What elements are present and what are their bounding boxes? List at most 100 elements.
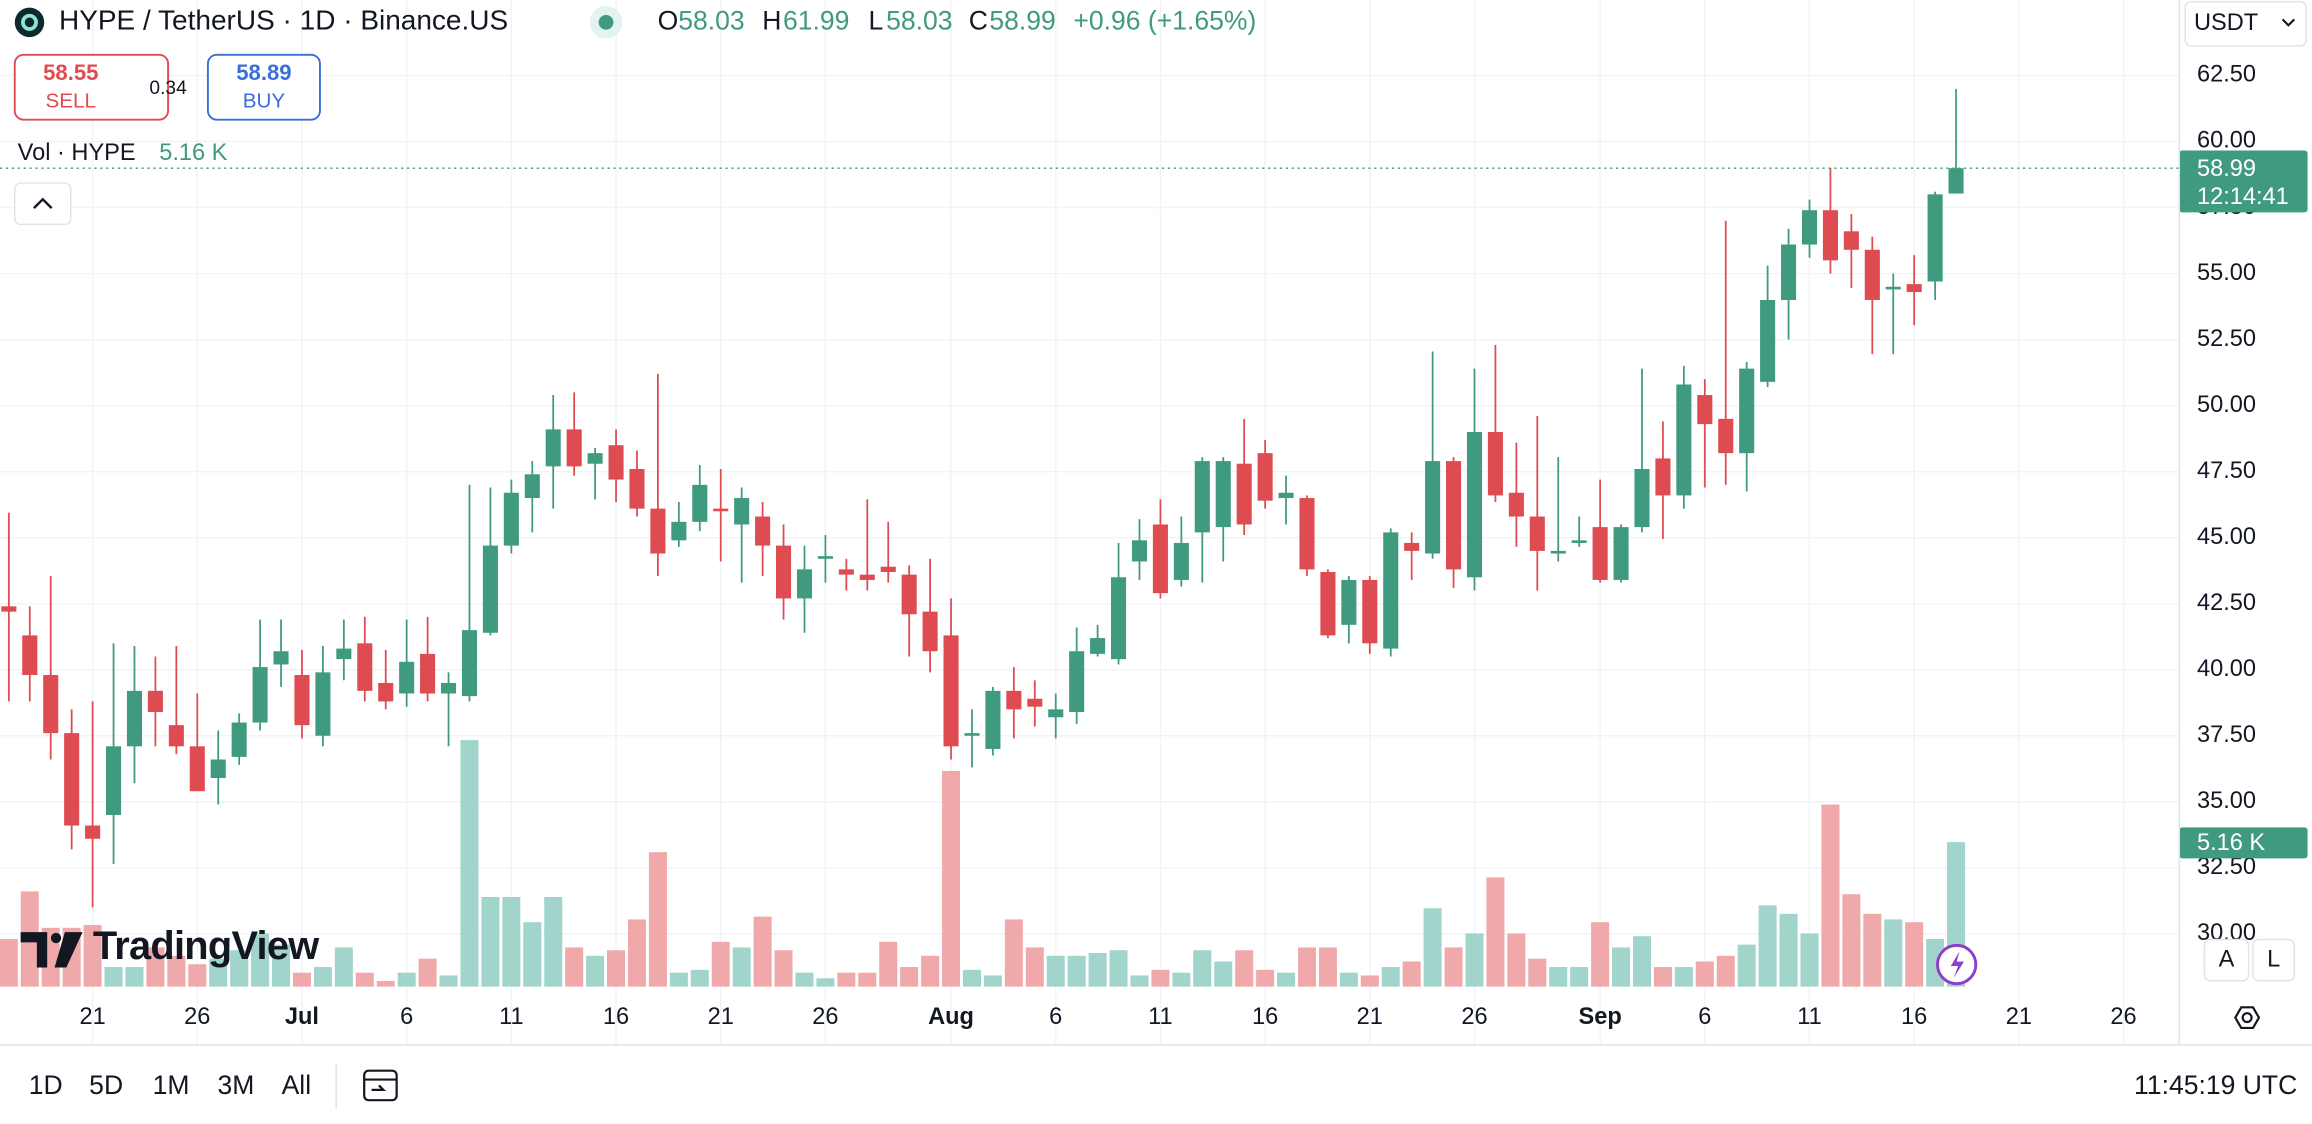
candle-body <box>1487 432 1503 496</box>
ohlc-key: H <box>762 5 781 35</box>
buy-button[interactable] <box>206 53 321 121</box>
x-tick-label: 16 <box>603 1003 629 1029</box>
candle-body <box>1571 540 1587 543</box>
candle-body <box>441 682 457 694</box>
log-scale-button[interactable] <box>2252 938 2296 982</box>
volume-bar <box>1025 947 1044 987</box>
volume-bar <box>962 969 981 987</box>
candle-body <box>294 675 310 726</box>
collapse-button[interactable] <box>14 182 72 226</box>
range-button[interactable]: 1D <box>29 1070 63 1100</box>
candle-body <box>880 566 896 573</box>
volume-bar <box>397 972 416 987</box>
candle-body <box>1760 299 1776 382</box>
volume-bar <box>1549 967 1568 987</box>
volume-bar <box>355 972 374 987</box>
log-scale-label: L <box>2267 945 2280 971</box>
candle-body <box>1906 284 1922 293</box>
volume-bar <box>481 897 500 987</box>
volume-bar <box>1381 967 1400 987</box>
auto-scale-label: A <box>2219 945 2235 971</box>
candle-body <box>545 429 561 467</box>
goto-date-button[interactable] <box>363 1069 398 1102</box>
volume-bar <box>544 897 563 987</box>
ohlc-value: 58.99 <box>989 5 1055 35</box>
volume-bar <box>376 981 395 987</box>
candle-body <box>692 484 708 522</box>
candle-body <box>64 733 80 826</box>
volume-bar <box>1570 967 1589 987</box>
volume-bar <box>1004 919 1023 987</box>
last-price-tag <box>2179 150 2308 213</box>
candle-body <box>378 682 394 702</box>
volume-bar <box>146 947 165 987</box>
trade-panel: 58.55 SELL 0.34 58.89 BUY <box>13 53 321 121</box>
candle-body <box>671 521 687 541</box>
logo-text: TradingView <box>93 924 320 968</box>
candle-body <box>1843 231 1859 250</box>
candle-body <box>147 690 163 712</box>
candle-body <box>1048 709 1064 718</box>
x-tick-label: 26 <box>812 1003 838 1029</box>
volume-value: 5.16 K <box>159 139 227 165</box>
volume-bar <box>1486 877 1505 987</box>
volume-bar <box>1214 961 1233 987</box>
volume-bar <box>627 919 646 987</box>
candle-body <box>1885 286 1901 290</box>
candle-body <box>1697 395 1713 425</box>
volume-bar <box>690 969 709 987</box>
candle-body <box>420 653 436 694</box>
y-tick-label: 40.00 <box>2197 655 2256 681</box>
candle-body <box>503 492 519 546</box>
candle-body <box>629 469 645 509</box>
auto-scale-button[interactable] <box>2203 938 2250 982</box>
range-button[interactable]: 1M <box>153 1070 190 1100</box>
volume-bar <box>1088 953 1107 987</box>
candle-body <box>273 651 289 665</box>
x-tick-label: 26 <box>184 1003 210 1029</box>
volume-bar <box>983 975 1002 987</box>
grid-layer: 30.0032.5035.0037.5040.0042.5045.0047.50… <box>0 0 2256 1045</box>
candle-body <box>1027 698 1043 707</box>
candle-body <box>922 611 938 652</box>
settings-icon[interactable] <box>2234 1006 2261 1030</box>
candle-body <box>566 429 582 467</box>
logo-mark-dot <box>50 932 62 944</box>
candle-body <box>1090 638 1106 654</box>
candle-body <box>1111 577 1127 660</box>
candle-body <box>608 445 624 480</box>
ohlc-value: 58.03 <box>678 5 744 35</box>
range-button[interactable]: 3M <box>217 1070 254 1100</box>
volume-bar <box>1653 967 1672 987</box>
symbol-title[interactable]: HYPE / TetherUS · 1D · Binance.US <box>59 5 508 36</box>
candle-body <box>1446 461 1462 570</box>
currency-button[interactable] <box>2184 0 2307 47</box>
volume-bar <box>104 967 123 987</box>
volume-bar <box>1716 955 1735 987</box>
y-tick-label: 42.50 <box>2197 589 2256 615</box>
candle-body <box>210 759 226 779</box>
volume-bar <box>1423 908 1442 987</box>
candle-body <box>399 661 415 694</box>
x-tick-label: 16 <box>1252 1003 1278 1029</box>
candle-body <box>1466 432 1483 578</box>
range-button[interactable]: 5D <box>89 1070 123 1100</box>
ohlc-key: O <box>658 5 679 35</box>
x-tick-label: 16 <box>1901 1003 1927 1029</box>
logo: TradingView <box>20 924 321 968</box>
y-tick-label: 55.00 <box>2197 259 2256 285</box>
volume-bar <box>1758 905 1777 987</box>
candle-body <box>1718 418 1734 454</box>
candle-body <box>1864 249 1880 300</box>
candle-body <box>943 635 959 747</box>
volume-tag <box>2179 827 2308 859</box>
candle-body <box>755 516 771 546</box>
toolbar: 1D 5D 1M 3M All 11:45:19 UTC <box>29 1064 2297 1110</box>
y-tick-label: 62.50 <box>2197 61 2256 87</box>
candle-body <box>1215 461 1231 528</box>
range-button[interactable]: All <box>282 1070 312 1100</box>
candle-body <box>1194 461 1210 533</box>
candle-body <box>1927 194 1943 282</box>
sell-button[interactable] <box>13 53 170 121</box>
